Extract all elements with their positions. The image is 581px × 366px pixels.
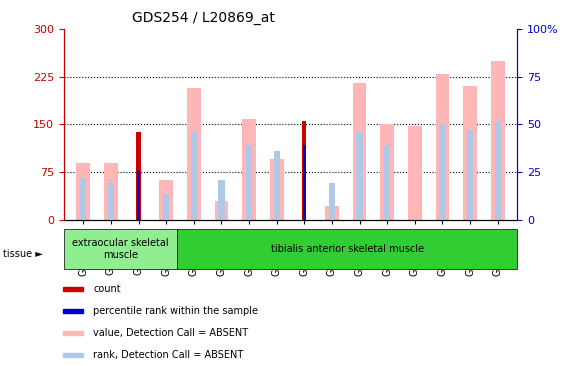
Bar [137,132,141,220]
Text: count: count [93,284,121,294]
Bar [408,126,422,220]
Bar [329,183,335,220]
Bar [104,163,118,220]
Bar [494,121,501,220]
Bar [191,132,197,220]
Bar [384,145,390,220]
Text: GDS254 / L20869_at: GDS254 / L20869_at [132,11,275,25]
Bar [76,163,90,220]
Bar [137,171,140,220]
Text: percentile rank within the sample: percentile rank within the sample [93,306,258,316]
Bar [270,159,284,220]
Bar [63,287,83,291]
Bar [353,83,367,220]
Bar [64,229,177,269]
Bar [439,124,446,220]
Bar [463,86,477,220]
Bar [491,61,505,220]
Bar [108,183,114,220]
Bar [325,206,339,220]
Bar [159,180,173,220]
Bar [187,87,200,220]
Bar [63,353,83,357]
Text: rank, Detection Call = ABSENT: rank, Detection Call = ABSENT [93,350,243,360]
Bar [246,145,252,220]
Bar [302,121,306,220]
Bar [436,74,449,220]
Text: extraocular skeletal
muscle: extraocular skeletal muscle [72,238,169,260]
Bar [177,229,517,269]
Bar [80,178,87,220]
Bar [63,331,83,335]
Text: tibialis anterior skeletal muscle: tibialis anterior skeletal muscle [271,244,424,254]
Bar [163,194,169,220]
Bar [214,201,228,220]
Bar [218,180,224,220]
Bar [274,151,280,220]
Bar [242,119,256,220]
Bar [381,124,394,220]
Bar [357,132,363,220]
Bar [63,309,83,313]
Text: value, Detection Call = ABSENT: value, Detection Call = ABSENT [93,328,248,338]
Bar [467,130,473,220]
Bar [303,145,306,220]
Text: tissue ►: tissue ► [3,249,42,259]
